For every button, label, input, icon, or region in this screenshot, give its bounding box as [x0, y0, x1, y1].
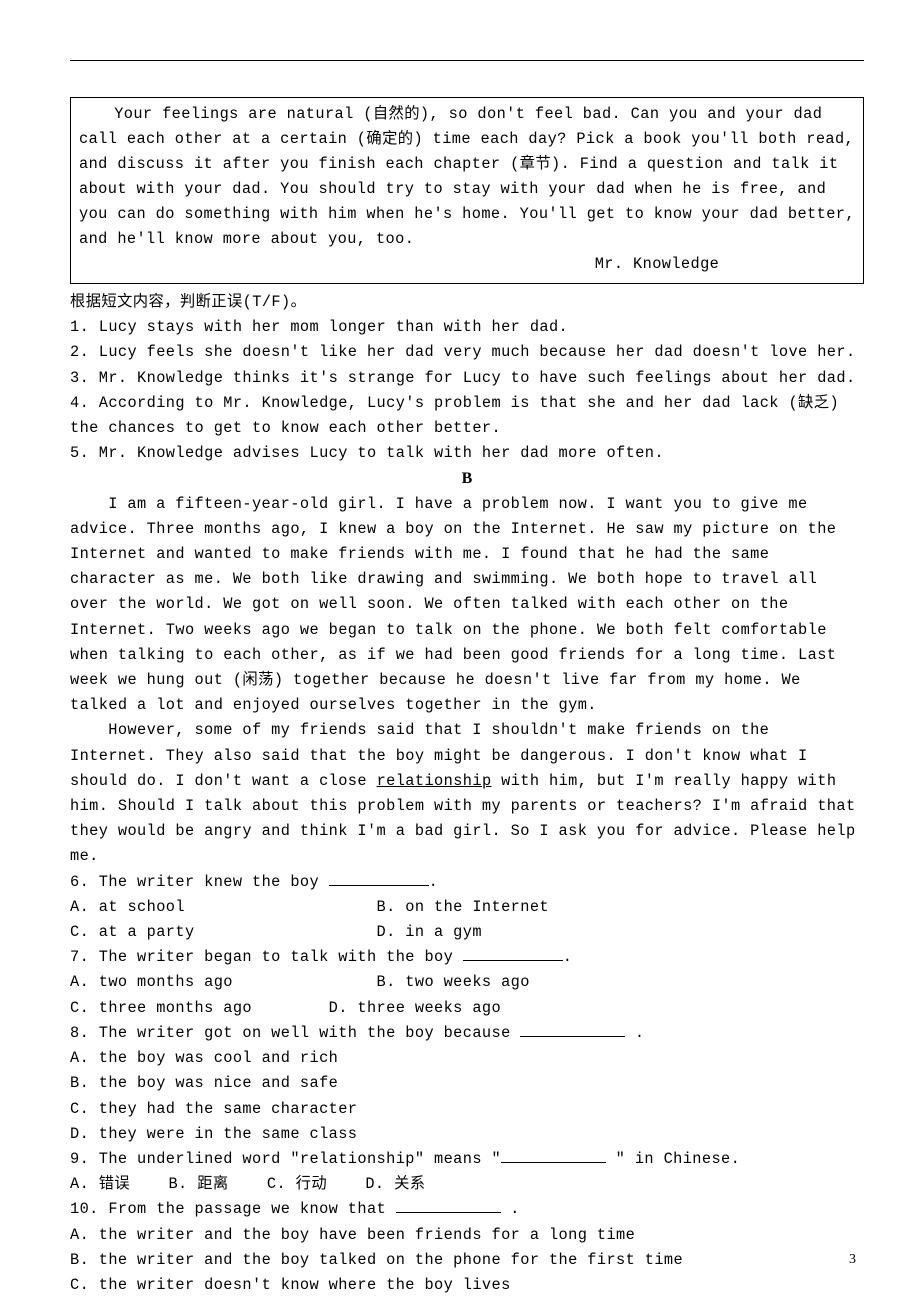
tf-q5: 5. Mr. Knowledge advises Lucy to talk wi… — [70, 441, 864, 466]
q6-opts-2: C. at a party D. in a gym — [70, 920, 864, 945]
q8-b: B. the boy was nice and safe — [70, 1071, 864, 1096]
q7-opts-1: A. two months ago B. two weeks ago — [70, 970, 864, 995]
q10-a: A. the writer and the boy have been frie… — [70, 1223, 864, 1248]
q10-stem: 10. From the passage we know that . — [70, 1197, 864, 1222]
q10-b: B. the writer and the boy talked on the … — [70, 1248, 864, 1273]
letter-reply-box: Your feelings are natural (自然的), so don'… — [70, 97, 864, 284]
q8-stem-pre: 8. The writer got on well with the boy b… — [70, 1024, 520, 1042]
q6-opts-1: A. at school B. on the Internet — [70, 895, 864, 920]
q9-stem-pre: 9. The underlined word "relationship" me… — [70, 1150, 501, 1168]
q10-stem-post: . — [501, 1200, 520, 1218]
letter-paragraph: Your feelings are natural (自然的), so don'… — [79, 102, 855, 252]
q8-stem-post: . — [625, 1024, 644, 1042]
tf-q4: 4. According to Mr. Knowledge, Lucy's pr… — [70, 391, 864, 441]
q6-stem-pre: 6. The writer knew the boy — [70, 873, 329, 891]
q7-blank — [463, 946, 563, 962]
q7-stem: 7. The writer began to talk with the boy… — [70, 945, 864, 970]
tf-instruction: 根据短文内容，判断正误(T/F)。 — [70, 290, 864, 315]
q8-blank — [520, 1021, 625, 1037]
q10-c: C. the writer doesn't know where the boy… — [70, 1273, 864, 1298]
passage-b: I am a fifteen-year-old girl. I have a p… — [70, 492, 864, 870]
section-b-heading: B — [70, 466, 864, 491]
q6-blank — [329, 870, 429, 886]
q9-blank — [501, 1147, 606, 1163]
page-number: 3 — [849, 1252, 856, 1268]
tf-q2: 2. Lucy feels she doesn't like her dad v… — [70, 340, 864, 365]
q7-opts-2: C. three months ago D. three weeks ago — [70, 996, 864, 1021]
top-rule — [70, 60, 864, 61]
q8-stem: 8. The writer got on well with the boy b… — [70, 1021, 864, 1046]
document-page: Your feelings are natural (自然的), so don'… — [0, 0, 920, 1302]
q9-stem: 9. The underlined word "relationship" me… — [70, 1147, 864, 1172]
q10-blank — [396, 1198, 501, 1214]
passage-b-p1: I am a fifteen-year-old girl. I have a p… — [70, 492, 864, 719]
underlined-word-relationship: relationship — [377, 772, 492, 790]
letter-signature: Mr. Knowledge — [79, 252, 855, 277]
mcq-block: 6. The writer knew the boy . A. at schoo… — [70, 870, 864, 1298]
q8-d: D. they were in the same class — [70, 1122, 864, 1147]
q10-stem-pre: 10. From the passage we know that — [70, 1200, 396, 1218]
tf-q1: 1. Lucy stays with her mom longer than w… — [70, 315, 864, 340]
q8-c: C. they had the same character — [70, 1097, 864, 1122]
section-a-body: 根据短文内容，判断正误(T/F)。 1. Lucy stays with her… — [70, 290, 864, 466]
tf-q3: 3. Mr. Knowledge thinks it's strange for… — [70, 366, 864, 391]
q6-stem: 6. The writer knew the boy . — [70, 870, 864, 895]
passage-b-p2: However, some of my friends said that I … — [70, 718, 864, 869]
q7-stem-pre: 7. The writer began to talk with the boy — [70, 948, 463, 966]
q8-a: A. the boy was cool and rich — [70, 1046, 864, 1071]
q7-stem-post: . — [563, 948, 573, 966]
q9-opts: A. 错误 B. 距离 C. 行动 D. 关系 — [70, 1172, 864, 1197]
q6-stem-post: . — [429, 873, 439, 891]
q9-stem-post: " in Chinese. — [606, 1150, 740, 1168]
